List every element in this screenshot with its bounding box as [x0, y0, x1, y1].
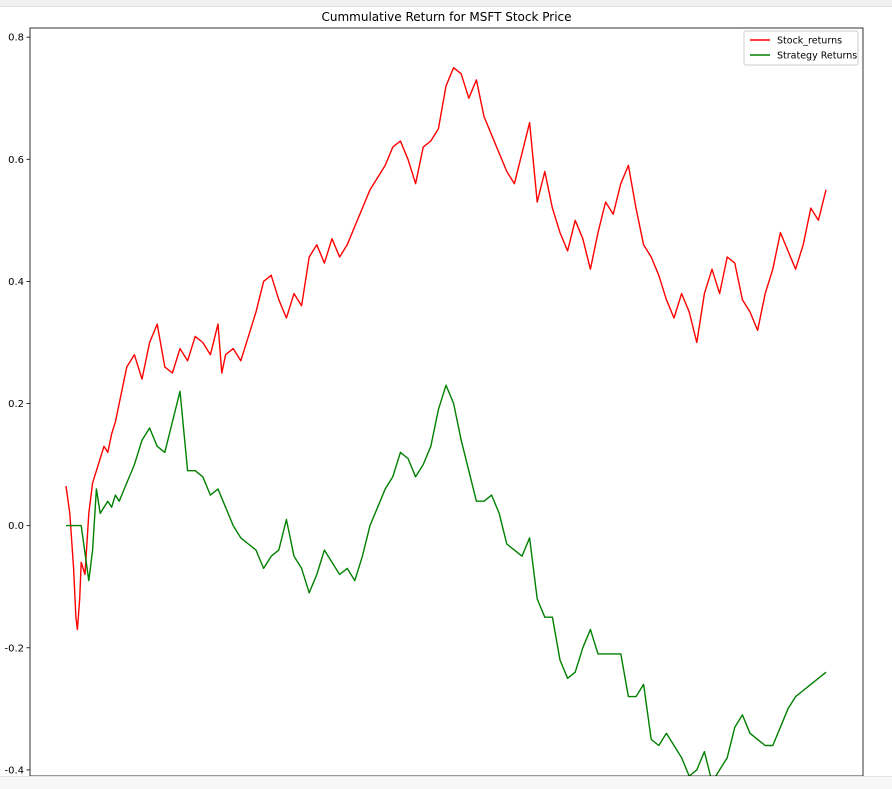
series-line-strategy-returns	[66, 384, 827, 783]
top-scrollbar[interactable]	[0, 0, 892, 7]
y-tick-label: 0.2	[8, 399, 24, 410]
plot-frame	[29, 27, 864, 777]
y-tick-label: 0.6	[8, 155, 24, 166]
legend-box	[743, 30, 859, 66]
legend-label-stock-returns: Stock_returns	[777, 36, 842, 47]
bottom-scrollbar[interactable]	[0, 776, 892, 789]
series-line-stock-returns	[65, 66, 827, 631]
series-layer	[65, 66, 827, 783]
chart-title: Cummulative Return for MSFT Stock Price	[321, 10, 571, 24]
y-tick-label: -0.4	[4, 765, 24, 776]
y-tick-label: 0.8	[8, 33, 24, 44]
legend: Stock_returns Strategy Returns	[743, 30, 859, 66]
y-tick-label: 0.0	[8, 521, 24, 532]
y-axis: -0.4 -0.2 0.0 0.2 0.4 0.6 0.8	[4, 33, 30, 776]
y-tick-label: -0.2	[4, 643, 24, 654]
legend-label-strategy-returns: Strategy Returns	[777, 51, 857, 62]
y-tick-label: 0.4	[8, 277, 24, 288]
